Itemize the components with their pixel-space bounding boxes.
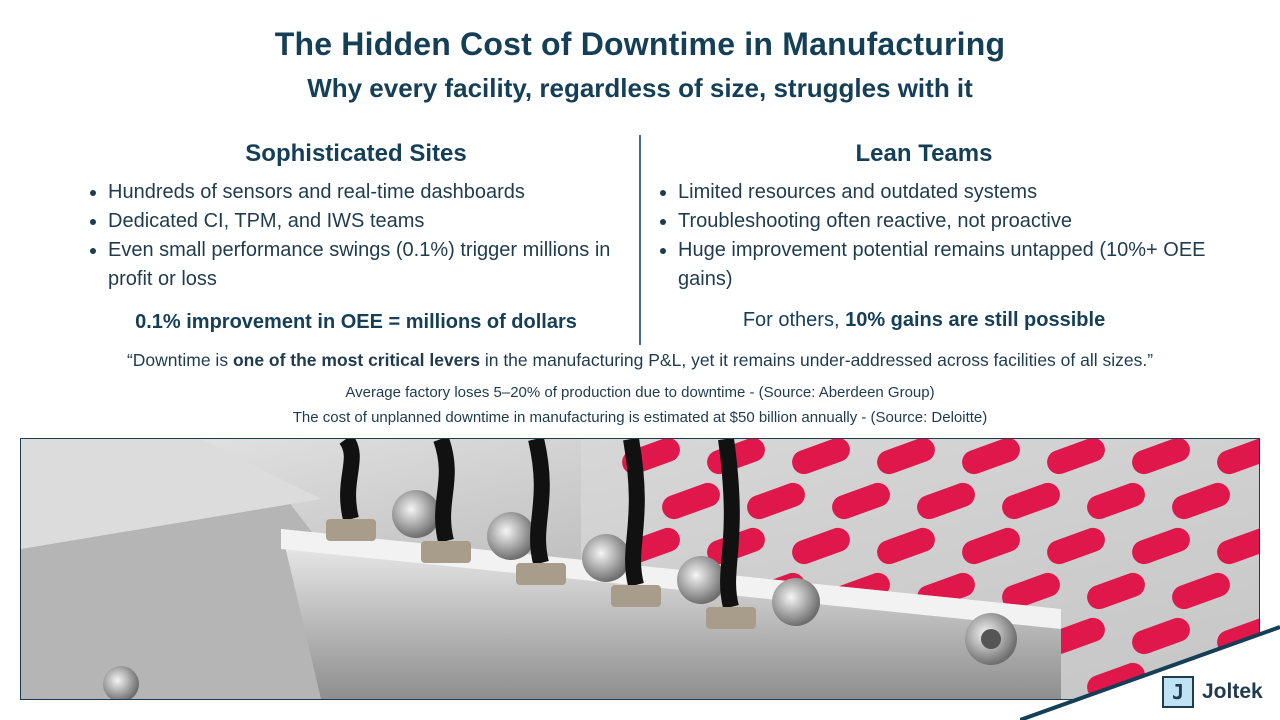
capsule-shape [962,527,1020,565]
capsule-shape [1002,572,1060,610]
capsule-shape [1172,482,1230,520]
capsule-shape [917,482,975,520]
capsule-shape [1132,617,1190,655]
probe-nut [611,585,661,607]
capsule-shape [1217,439,1259,475]
capsule-shape [1002,482,1060,520]
quote-suffix: in the manufacturing P&L, yet it remains… [479,350,1154,370]
capsule-shape [792,439,850,475]
probe-cable [718,439,740,609]
probe-nut [516,563,566,585]
hex-bolt [487,512,535,560]
manufacturing-photo [20,438,1260,700]
probe-cable [339,439,360,521]
sophisticated-sites-column: Sophisticated Sites Hundreds of sensors … [80,140,640,333]
gains-tagline-bold: 10% gains are still possible [845,309,1106,331]
capsule-shape [792,527,850,565]
source-deloitte: The cost of unplanned downtime in manufa… [292,409,988,426]
gains-tagline: For others, 10% gains are still possible [650,309,1198,332]
capsule-shape [1087,572,1145,610]
capsule-shape [962,439,1020,475]
capsule-shape [1047,617,1105,655]
corner-accent [1020,625,1280,720]
hex-bolt [772,578,820,626]
hex-bolt [392,490,440,538]
quote-bold: one of the most critical levers [232,350,480,370]
gains-tagline-prefix: For others, [742,309,846,331]
column-divider [639,135,641,345]
probe-nut [706,607,756,629]
downtime-quote: “Downtime is one of the most critical le… [0,350,1280,371]
sophisticated-sites-heading: Sophisticated Sites [245,140,467,167]
oee-tagline: 0.1% improvement in OEE = millions of do… [135,311,577,333]
capsule-shape [662,482,720,520]
capsule-shape [1087,482,1145,520]
joltek-logo: J Joltek [1162,676,1263,708]
capsule-shape [877,527,935,565]
capsule-shape [1132,527,1190,565]
slide-subtitle: Why every facility, regardless of size, … [307,73,973,103]
list-item: Dedicated CI, TPM, and IWS teams [108,207,640,236]
quote-prefix: “Downtime is [126,350,233,370]
joltek-logo-icon: J [1162,676,1194,708]
probe-nut [326,519,376,541]
capsule-machine-illustration [21,439,1259,699]
lean-teams-list: Limited resources and outdated systems T… [650,178,1210,294]
capsule-shape [1047,439,1105,475]
list-item: Even small performance swings (0.1%) tri… [108,236,640,294]
sophisticated-sites-list: Hundreds of sensors and real-time dashbo… [80,178,640,294]
probe-cable [528,439,550,565]
lean-teams-column: Lean Teams Limited resources and outdate… [650,140,1210,331]
capsule-shape [877,439,935,475]
source-aberdeen: Average factory loses 5–20% of productio… [345,384,935,401]
list-item: Limited resources and outdated systems [678,178,1210,207]
hex-bolt [582,534,630,582]
joltek-logo-text: Joltek [1202,680,1263,703]
capsule-shape [832,482,890,520]
capsule-shape [1047,527,1105,565]
list-item: Troubleshooting often reactive, not proa… [678,207,1210,236]
probe-nut [421,541,471,563]
hex-bolt [677,556,725,604]
slide-title: The Hidden Cost of Downtime in Manufactu… [274,26,1006,62]
lean-teams-heading: Lean Teams [855,140,993,167]
capsule-shape [1172,572,1230,610]
capsule-shape [747,482,805,520]
list-item: Hundreds of sensors and real-time dashbo… [108,178,640,207]
probe-cable [433,439,455,543]
probe-cable [623,439,645,587]
capsule-shape [1217,527,1259,565]
capsule-shape [1132,439,1190,475]
list-item: Huge improvement potential remains untap… [678,236,1210,294]
